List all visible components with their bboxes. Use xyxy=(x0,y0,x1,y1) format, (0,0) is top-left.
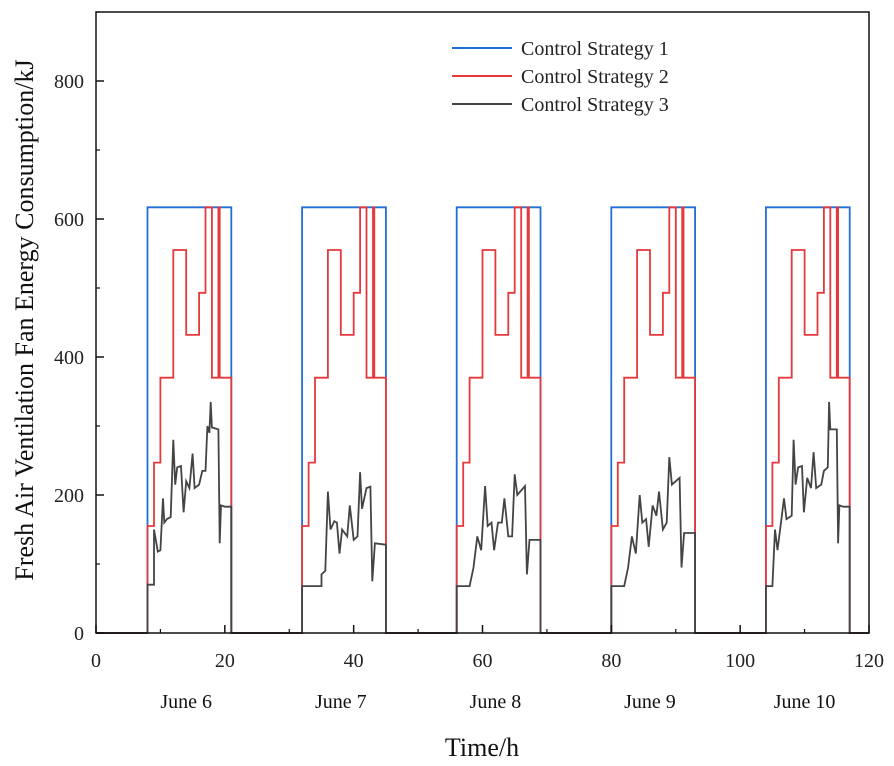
x-tick-label: 80 xyxy=(601,650,621,672)
y-tick-label: 400 xyxy=(54,347,84,369)
day-label: June 6 xyxy=(160,691,212,713)
x-tick-label: 0 xyxy=(91,650,101,672)
x-tick-label: 20 xyxy=(215,650,235,672)
y-axis: 0 200 400 600 800 xyxy=(54,11,104,645)
x-axis: 0 20 40 60 80 100 120 xyxy=(91,625,884,672)
x-tick-label: 40 xyxy=(344,650,364,672)
y-tick-label: 600 xyxy=(54,209,84,231)
legend-label: Control Strategy 3 xyxy=(521,94,669,116)
x-tick-label: 100 xyxy=(725,650,755,672)
series-line-3 xyxy=(96,401,869,634)
x-axis-title: Time/h xyxy=(445,733,519,762)
y-tick-label: 800 xyxy=(54,71,84,93)
x-tick-label: 60 xyxy=(473,650,493,672)
legend: Control Strategy 1 Control Strategy 2 Cont… xyxy=(452,38,669,116)
legend-label: Control Strategy 1 xyxy=(521,38,669,60)
y-tick-label: 200 xyxy=(54,485,84,507)
day-labels: June 6 June 7 June 8 June 9 June 10 xyxy=(160,691,835,713)
day-label: June 10 xyxy=(774,691,836,713)
day-label: June 7 xyxy=(315,691,367,713)
y-tick-label: 0 xyxy=(74,623,84,645)
series-line-2 xyxy=(96,206,869,634)
legend-label: Control Strategy 2 xyxy=(521,66,669,88)
y-axis-title: Fresh Air Ventilation Fan Energy Consump… xyxy=(10,59,39,580)
plot-marks xyxy=(96,206,869,634)
day-label: June 9 xyxy=(624,691,676,713)
x-tick-label: 120 xyxy=(854,650,884,672)
day-label: June 8 xyxy=(470,691,522,713)
